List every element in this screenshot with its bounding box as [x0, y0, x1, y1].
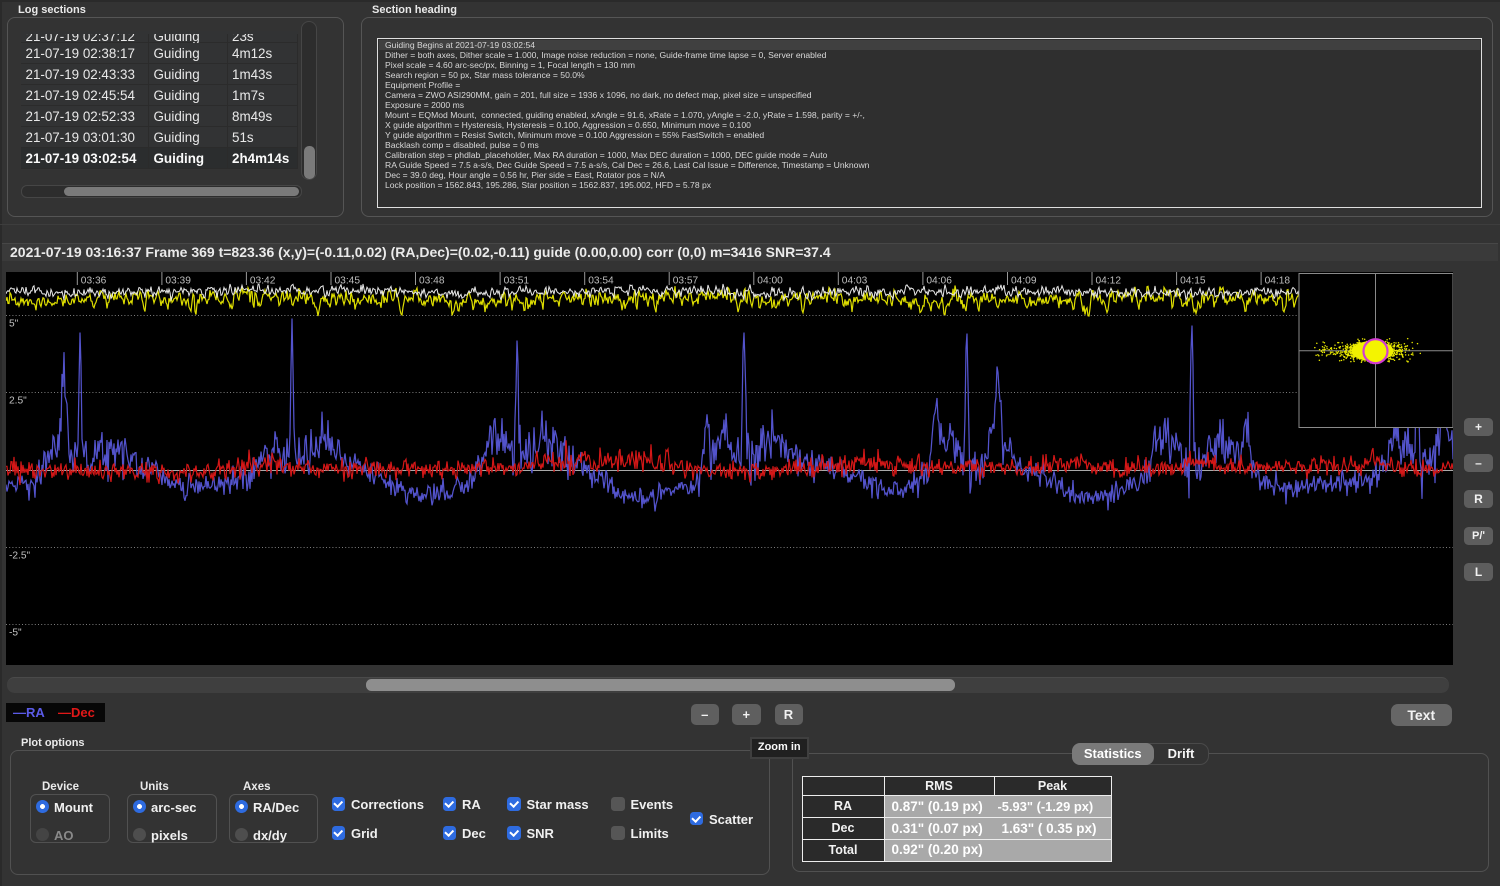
svg-text:03:51: 03:51: [504, 275, 530, 286]
svg-text:03:39: 03:39: [165, 275, 191, 286]
svg-text:2.5": 2.5": [9, 395, 27, 406]
svg-text:04:18: 04:18: [1265, 275, 1291, 286]
svg-text:04:03: 04:03: [842, 275, 868, 286]
svg-text:03:57: 03:57: [673, 275, 699, 286]
svg-text:03:42: 03:42: [250, 275, 276, 286]
svg-text:04:00: 04:00: [757, 275, 783, 286]
svg-text:04:12: 04:12: [1096, 275, 1122, 286]
svg-text:5": 5": [9, 318, 19, 329]
svg-text:03:48: 03:48: [419, 275, 445, 286]
svg-text:04:06: 04:06: [926, 275, 952, 286]
svg-text:04:09: 04:09: [1011, 275, 1037, 286]
svg-text:03:36: 03:36: [81, 275, 107, 286]
svg-text:03:54: 03:54: [588, 275, 614, 286]
svg-text:03:45: 03:45: [335, 275, 361, 286]
svg-text:-5": -5": [9, 627, 22, 638]
svg-text:04:15: 04:15: [1180, 275, 1206, 286]
svg-text:-2.5": -2.5": [9, 550, 31, 561]
